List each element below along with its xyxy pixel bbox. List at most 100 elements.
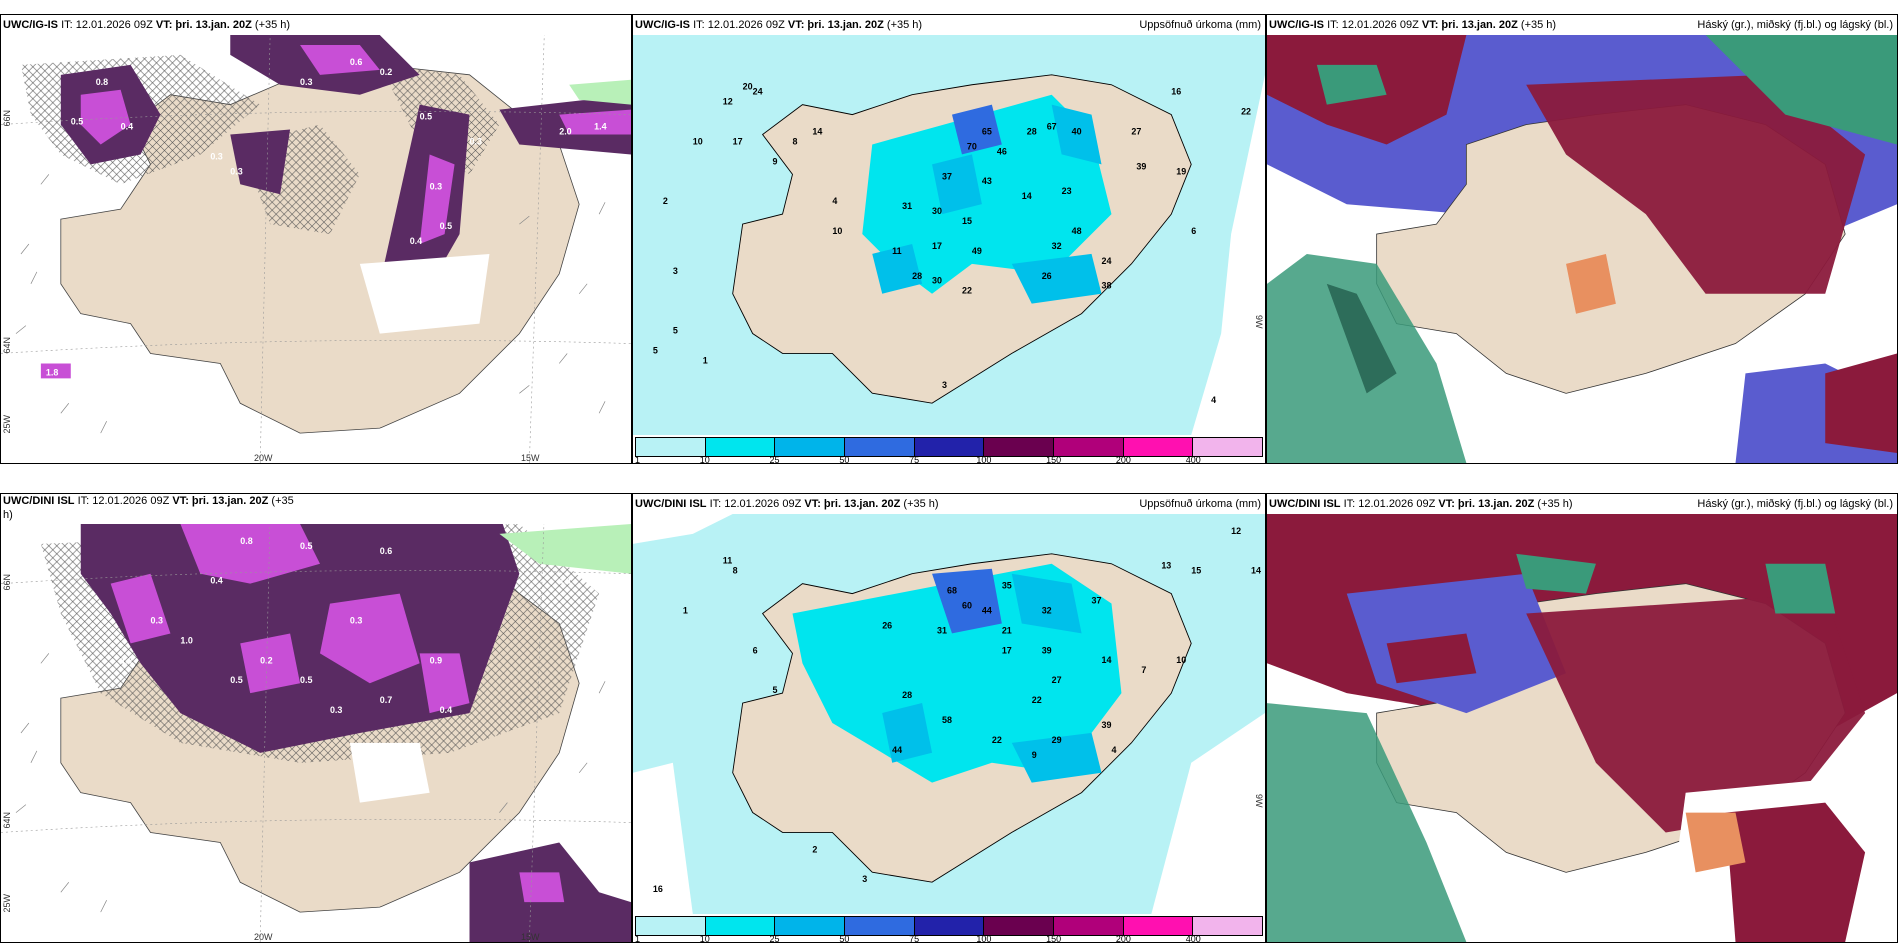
scale-tick-label: 1 [635,934,641,943]
lon-label: 9W [1254,315,1264,329]
cloud-cover-map[interactable] [1267,514,1897,942]
precip-value: 0.4 [121,122,133,132]
precip-value: 1 [703,355,708,365]
scale-swatch [705,438,776,456]
valid-label: VT: [804,498,821,510]
scale-tick-label: 200 [1115,455,1131,464]
accum-precip-map[interactable]: 35 60 68 31 44 26 32 21 37 39 27 14 7 10… [633,514,1265,914]
scale-swatch [1193,438,1263,456]
precip-value: 20 [743,82,753,92]
model-name: UWC/IG-IS [635,19,690,31]
lon-label: 25W [2,894,12,913]
precip-value: 0.30 [465,281,482,291]
precip-value: 43 [982,176,992,186]
precip-value: 58 [942,715,952,725]
scale-tick-label: 50 [839,455,850,464]
precip-value: 0.9 [430,655,442,665]
precip-value: 0.3 [350,615,362,625]
precip-value: 6 [1191,226,1196,236]
model-name: UWC/IG-IS [1269,19,1324,31]
precip-value: 0.6 [380,546,392,556]
precip-value: 0.3 [230,166,242,176]
scale-tick-label: 1 [635,455,641,464]
precip-value: 28 [902,690,912,700]
valid-label: VT: [1421,19,1439,31]
precip-value: 2 [812,844,817,854]
scale-swatch [1123,917,1194,935]
precip-value: 15 [962,216,972,226]
init-time: IT: 12.01.2026 09Z [1343,498,1436,510]
cloud-cover-map[interactable] [1267,35,1897,463]
precip-value: 21 [1002,625,1012,635]
precip-value: 22 [992,735,1002,745]
scale-tick-label: 25 [769,934,780,943]
accum-precip-map[interactable]: 65 70 46 28 67 40 37 43 31 30 15 14 11 1… [633,35,1265,435]
panel-top-right: UWC/IG-IS IT: 12.01.2026 09Z VT: þri. 13… [1266,14,1898,464]
lead-time-suffix: h) [3,509,13,521]
precip-value: 37 [942,171,952,181]
precip-value: 2.0 [559,127,571,137]
precip-value: 31 [937,625,947,635]
precip-value: 1.2 [121,655,133,665]
precip-value: 0.2 [260,655,272,665]
lat-label: 64N [2,337,12,354]
valid-time: þri. 13.jan. 20Z [175,19,252,31]
scale-swatch [1054,917,1124,935]
precip-value: 0.8 [240,536,252,546]
scale-swatch [845,917,915,935]
precip-value: 0.5 [440,221,452,231]
wind-precip-map[interactable]: 0.8 0.5 0.4 0.3 0.6 0.2 0.5 0.3 2.0 1.4 … [1,35,631,463]
lon-label: 15W [521,453,540,463]
panel-bottom-middle: UWC/DINI ISL IT: 12.01.2026 09Z VT: þri.… [632,493,1266,943]
scale-tick-label: 25 [769,455,780,464]
valid-label: VT: [155,19,173,31]
precip-value: 0.4 [440,705,452,715]
precip-value: 70 [967,141,977,151]
precip-value: 5 [673,326,678,336]
precip-value: 2 [663,196,668,206]
scale-ticks: 1 10 25 50 75 100 150 200 400 [635,934,1263,943]
precip-value: 30 [932,276,942,286]
scale-tick-label: 400 [1185,455,1201,464]
precip-value: 39 [1102,720,1112,730]
valid-time: þri. 13.jan. 20Z [191,495,269,507]
valid-label: VT: [172,495,189,507]
init-time: IT: 12.01.2026 09Z [1327,19,1419,31]
lead-time: (+35 h) [1537,498,1573,510]
precip-value: 9 [1032,750,1037,760]
precip-value: 14 [1102,655,1112,665]
scale-tick-label: 150 [1046,455,1062,464]
map-canvas: 0.8 0.5 0.4 0.3 0.6 0.2 0.5 0.3 2.0 1.4 … [1,35,631,463]
init-time: IT: 12.01.2026 09Z [61,19,153,31]
precip-value: 24 [753,87,763,97]
scale-tick-label: 400 [1185,934,1201,943]
scale-tick-label: 75 [909,934,920,943]
precip-value: 60 [962,601,972,611]
precip-value: 39 [1042,645,1052,655]
precip-value: 15 [1191,566,1201,576]
map-canvas [1267,35,1897,463]
wind-precip-map[interactable]: 0.8 0.5 0.4 0.3 0.6 0.2 0.5 0.3 0.7 0.9 … [1,514,631,942]
panel-header: UWC/DINI ISL IT: 12.01.2026 09Z VT: þri.… [1,494,631,524]
lon-label: 25W [2,415,12,434]
init-time: IT: 12.01.2026 09Z [693,19,785,31]
precip-value: 17 [932,241,942,251]
precip-value: 12 [723,97,733,107]
precip-value: 0.4 [210,576,222,586]
precip-value: 31 [902,201,912,211]
precip-value: 0.4 [410,236,422,246]
scale-tick-label: 75 [909,455,920,464]
precip-value: 37 [1092,596,1102,606]
precip-value: 14 [812,127,822,137]
scale-swatch [775,917,846,935]
panel-header: UWC/DINI ISL IT: 12.01.2026 09Z VT: þri.… [633,494,1265,514]
precip-value: 38 [1102,281,1112,291]
scale-swatch [984,917,1055,935]
precip-value: 5 [653,345,658,355]
precip-value: 22 [1032,695,1042,705]
precip-value: 11 [723,556,732,566]
lead-time: (+35 h) [903,498,939,510]
valid-time: þri. 13.jan. 20Z [823,498,901,510]
precip-value: 7 [1141,665,1146,675]
valid-time: þri. 13.jan. 20Z [1441,19,1518,31]
